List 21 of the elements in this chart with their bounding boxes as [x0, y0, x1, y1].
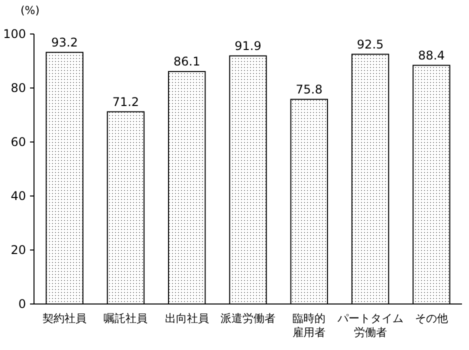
x-tick-label: 嘱託社員: [104, 312, 148, 325]
y-tick-label: 0: [18, 297, 26, 312]
y-tick-label: 40: [10, 189, 26, 204]
y-axis-title: (%): [20, 4, 40, 17]
x-tick-label: 出向社員: [164, 312, 209, 325]
x-tick-label: その他: [414, 312, 448, 325]
x-tick-label: パートタイム労働者: [336, 312, 404, 339]
data-label: 88.4: [418, 48, 445, 62]
y-tick-label: 100: [3, 27, 26, 42]
data-label: 75.8: [296, 82, 322, 96]
y-tick-label: 80: [10, 81, 26, 96]
y-tick-label: 20: [10, 243, 26, 258]
data-label: 92.5: [356, 37, 384, 52]
x-tick-label: 派遣労働者: [220, 312, 276, 325]
data-label: 71.2: [112, 94, 140, 109]
data-label: 93.2: [51, 35, 78, 50]
data-label: 86.1: [174, 54, 200, 69]
x-tick-label: 臨時的雇用者: [292, 312, 326, 339]
data-label: 91.9: [234, 38, 262, 53]
y-tick-label: 60: [10, 135, 26, 150]
x-tick-label: 契約社員: [42, 312, 87, 325]
